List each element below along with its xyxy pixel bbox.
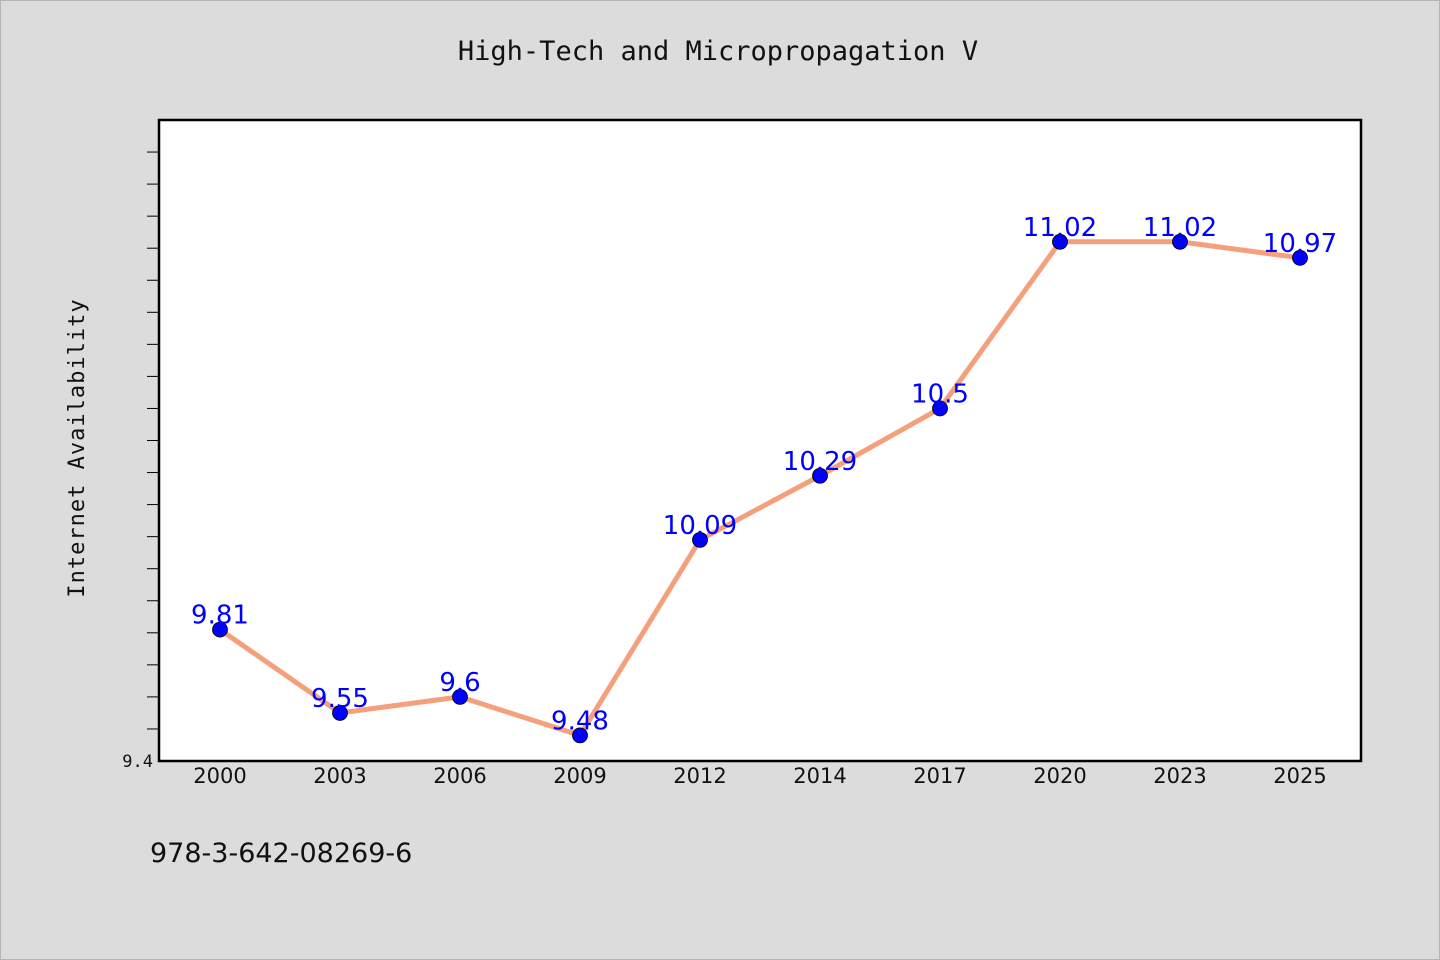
data-point (332, 705, 348, 721)
y-axis-ticks: 9.4 (122, 151, 159, 772)
data-label: 10.29 (783, 447, 857, 477)
chart-title: High-Tech and Micropropagation V (458, 36, 978, 67)
data-point (1172, 233, 1188, 250)
data-point (932, 400, 948, 417)
x-tick-label: 2014 (793, 764, 846, 788)
y-tick-label: 9.4 (122, 752, 153, 772)
data-label: 10.97 (1263, 229, 1337, 259)
data-label: 9.6 (439, 668, 480, 698)
y-axis-label: Internet Availability (65, 298, 90, 597)
data-point (212, 621, 228, 638)
x-tick-label: 2003 (313, 764, 366, 788)
x-tick-label: 2025 (1273, 764, 1326, 788)
footer-isbn: 978-3-642-08269-6 (150, 838, 412, 869)
data-point (692, 531, 708, 548)
data-point (812, 467, 828, 484)
data-label: 9.81 (191, 601, 249, 631)
x-tick-label: 2000 (193, 764, 246, 788)
series-line (217, 239, 1303, 738)
data-point (1292, 249, 1308, 266)
data-label: 9.48 (551, 706, 609, 736)
data-label: 11.02 (1143, 213, 1217, 243)
series-group: 9.81 9.55 9.6 9.48 10.09 10.29 10.5 11.02 11.02 1… (191, 213, 1337, 744)
x-axis-ticks: 2000 2003 2006 2009 2012 2014 2017 2020 2023 2025 (193, 764, 1326, 788)
x-tick-label: 2006 (433, 764, 486, 788)
x-tick-label: 2023 (1153, 764, 1206, 788)
data-point (572, 727, 588, 744)
data-point (1052, 233, 1068, 250)
x-tick-label: 2020 (1033, 764, 1086, 788)
data-label: 11.02 (1023, 213, 1097, 243)
data-label: 10.09 (663, 511, 737, 541)
plot-area (157, 118, 1363, 763)
data-label: 10.5 (911, 379, 969, 409)
data-point (452, 689, 468, 705)
x-tick-label: 2009 (553, 764, 606, 788)
x-tick-label: 2012 (673, 764, 726, 788)
x-tick-label: 2017 (913, 764, 966, 788)
data-label: 9.55 (311, 684, 369, 714)
